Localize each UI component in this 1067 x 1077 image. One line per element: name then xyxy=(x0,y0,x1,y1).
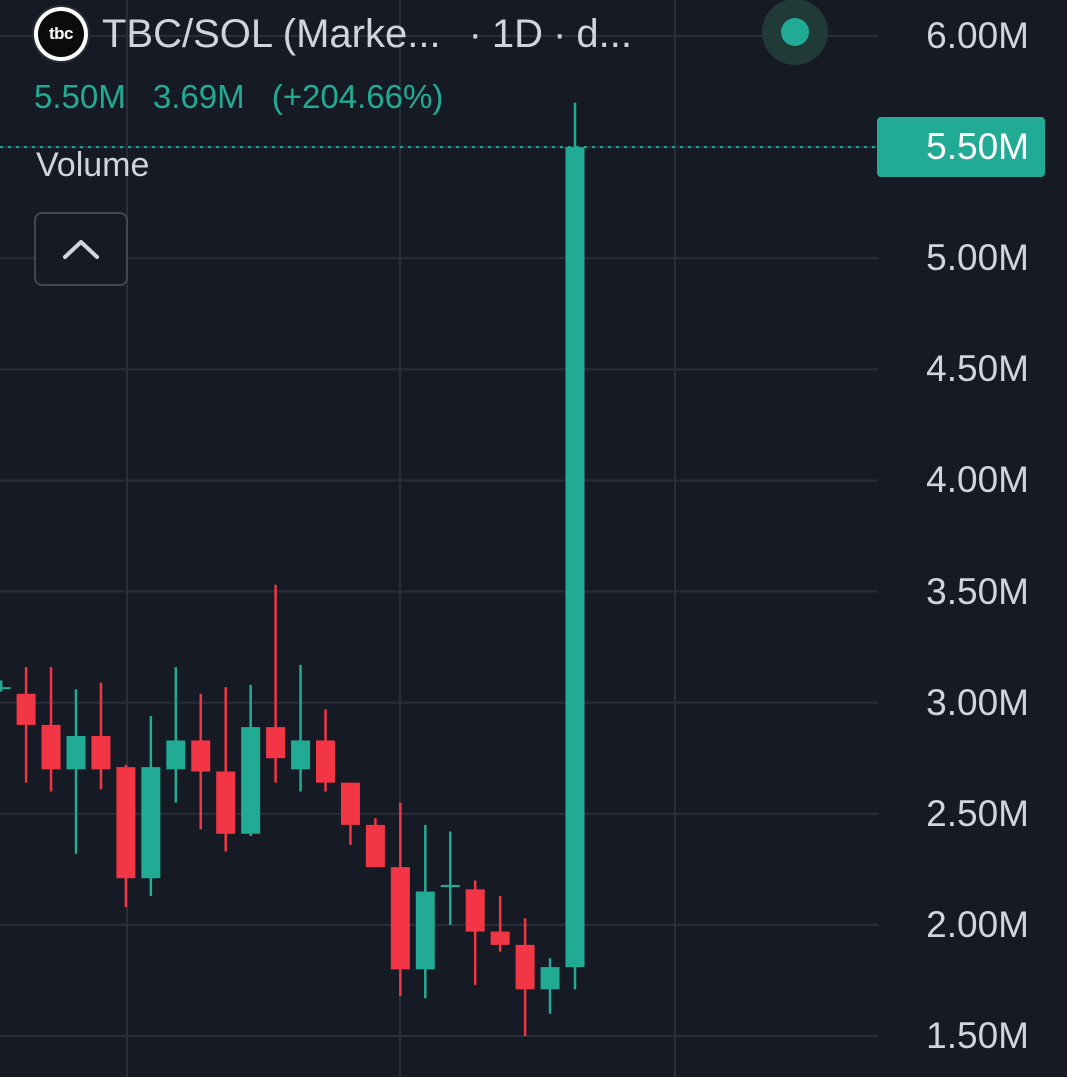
status-dot-icon xyxy=(781,18,809,46)
candle-down[interactable] xyxy=(490,896,510,952)
candle-body xyxy=(390,867,410,970)
change-percent: (+204.66%) xyxy=(271,78,444,115)
candle-body xyxy=(116,767,136,879)
candle-body xyxy=(0,687,11,690)
title-separator: · xyxy=(553,11,567,56)
candle-down[interactable] xyxy=(266,584,286,783)
candle-body xyxy=(440,884,460,888)
candle-body xyxy=(465,889,485,932)
legend-values: 5.50M 3.69M (+204.66%) xyxy=(34,78,461,116)
candle-body xyxy=(340,782,360,825)
interval-label[interactable]: 1D xyxy=(491,11,544,56)
symbol-header[interactable]: tbc TBC/SOL (Marke... · 1D · d... xyxy=(34,6,632,62)
candle-down[interactable] xyxy=(41,667,61,792)
candle-body xyxy=(316,740,335,783)
candle-down[interactable] xyxy=(340,782,360,845)
candle-body xyxy=(141,767,161,879)
price-axis-tick-label: 3.50M xyxy=(926,570,1029,612)
candle-up[interactable] xyxy=(0,680,11,692)
candle-down[interactable] xyxy=(16,667,36,783)
candle-body xyxy=(565,147,585,968)
candle-body xyxy=(415,891,435,970)
price-axis-tick-label: 3.00M xyxy=(926,681,1029,723)
candle-body xyxy=(91,736,111,770)
symbol-title[interactable]: TBC/SOL (Marke... xyxy=(102,11,441,56)
price-axis-tick-label: 4.50M xyxy=(926,348,1029,390)
price-axis-tick-label: 5.00M xyxy=(926,237,1029,279)
candle-body xyxy=(291,740,311,770)
candle-up[interactable] xyxy=(540,958,560,1014)
volume-indicator-label[interactable]: Volume xyxy=(36,146,150,184)
title-separator: · xyxy=(468,11,482,56)
current-price-badge: 5.50M xyxy=(877,117,1045,178)
candle-body xyxy=(191,740,211,772)
candle-down[interactable] xyxy=(515,918,535,1036)
candle-up[interactable] xyxy=(141,716,161,896)
candle-body xyxy=(365,824,385,868)
candle-down[interactable] xyxy=(191,693,211,830)
token-logo-text: tbc xyxy=(38,11,84,57)
candle-body xyxy=(41,724,61,770)
candle-up[interactable] xyxy=(291,664,311,792)
collapse-indicators-button[interactable] xyxy=(34,212,128,286)
candle-up[interactable] xyxy=(241,684,261,836)
market-status-indicator[interactable] xyxy=(762,0,828,65)
candle-down[interactable] xyxy=(390,802,410,996)
candle-body xyxy=(515,944,535,990)
candle-body xyxy=(66,736,86,770)
candle-body xyxy=(540,967,560,990)
candle-body xyxy=(166,740,186,770)
price-axis-tick-label: 2.00M xyxy=(926,903,1029,945)
candle-up[interactable] xyxy=(565,102,585,990)
candle-body xyxy=(216,771,236,834)
candle-up[interactable] xyxy=(440,831,460,925)
price-axis-tick-label: 2.50M xyxy=(926,792,1029,834)
candle-down[interactable] xyxy=(316,709,335,792)
change-value: 3.69M xyxy=(152,78,245,115)
candle-body xyxy=(241,727,261,834)
price-axis-tick-label: 6.00M xyxy=(926,15,1029,56)
price-axis-tick-label: 1.50M xyxy=(926,1015,1029,1056)
candle-down[interactable] xyxy=(116,764,136,908)
last-value: 5.50M xyxy=(34,78,126,115)
candle-up[interactable] xyxy=(166,667,186,803)
candle-up[interactable] xyxy=(415,824,435,999)
price-axis-tick-label: 4.00M xyxy=(926,459,1029,501)
chevron-up-icon xyxy=(63,240,99,259)
candle-body xyxy=(490,931,510,945)
candle-down[interactable] xyxy=(465,880,485,985)
candle-up[interactable] xyxy=(66,689,86,854)
candle-body xyxy=(266,727,286,759)
candle-down[interactable] xyxy=(365,818,385,868)
candle-body xyxy=(16,693,36,725)
source-label: d... xyxy=(576,11,632,56)
candle-down[interactable] xyxy=(216,687,236,852)
token-logo: tbc xyxy=(34,7,88,61)
candle-down[interactable] xyxy=(91,682,111,790)
